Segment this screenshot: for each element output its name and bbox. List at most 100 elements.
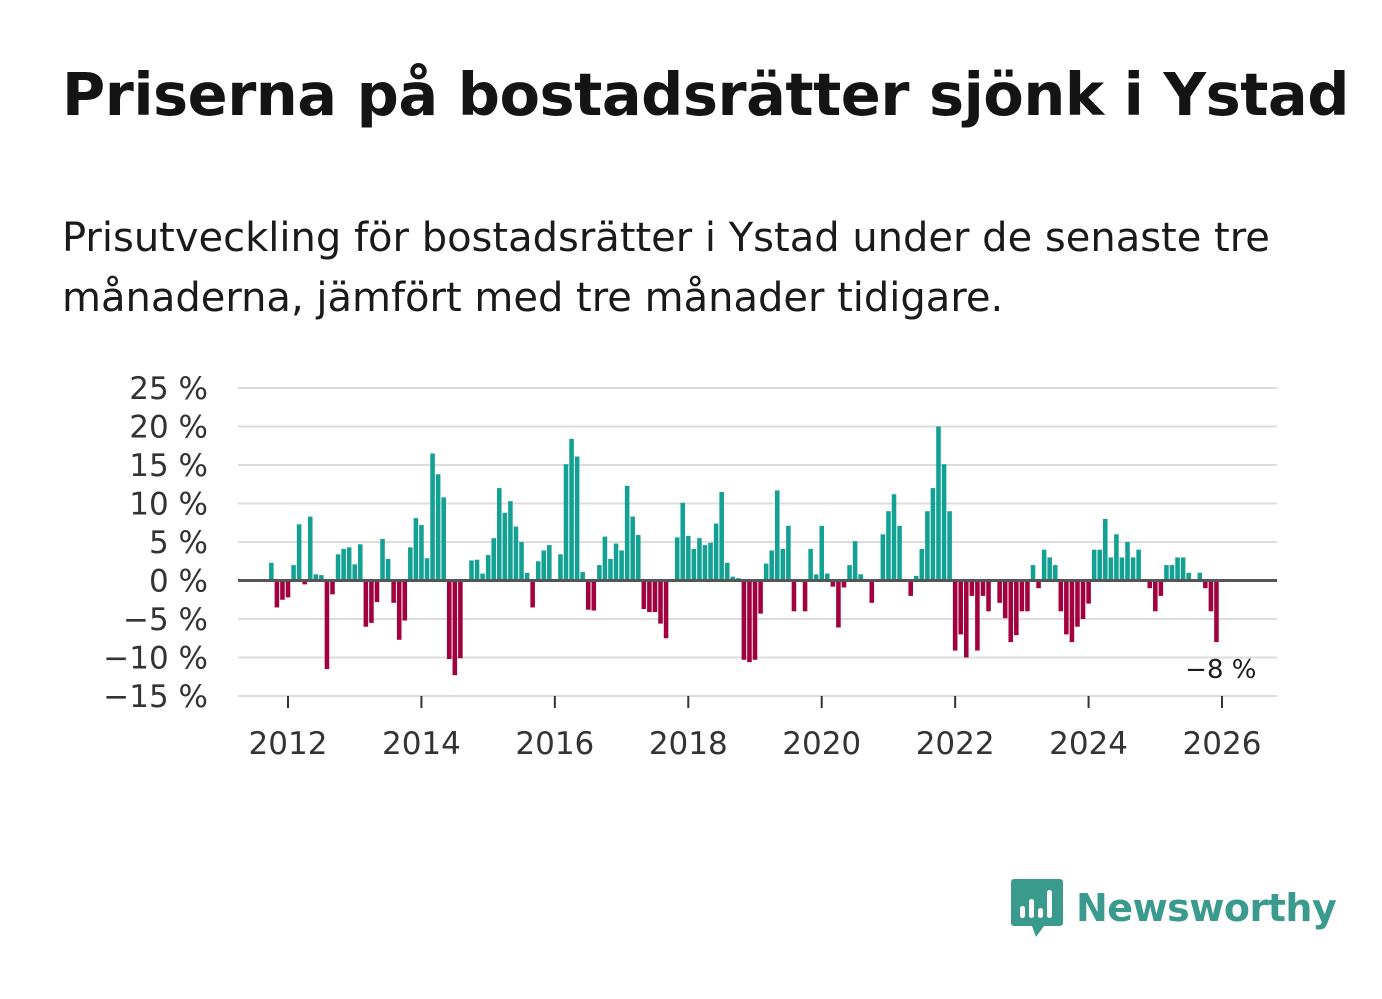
- bar: [1091, 549, 1097, 581]
- bar: [769, 550, 774, 581]
- gridlines: [238, 387, 1277, 697]
- bar: [747, 580, 752, 663]
- bar: [1175, 557, 1180, 581]
- bar: [763, 563, 769, 581]
- bar: [452, 580, 458, 676]
- bar: [919, 548, 925, 581]
- bar: [897, 525, 902, 581]
- bar: [1080, 580, 1086, 619]
- bar: [352, 564, 358, 581]
- bar: [563, 464, 569, 581]
- bar: [630, 516, 635, 581]
- bar: [307, 516, 313, 581]
- bar: [396, 580, 402, 640]
- bar: [930, 488, 936, 581]
- bar: [830, 580, 836, 587]
- bar: [302, 580, 307, 585]
- bar: [380, 538, 385, 581]
- bar: [986, 580, 991, 612]
- bar: [580, 572, 585, 581]
- bar: [813, 574, 819, 581]
- y-tick-label: 5 %: [149, 525, 208, 561]
- bar: [335, 554, 341, 581]
- bar: [458, 580, 463, 659]
- chart-title: Priserna på bostadsrätter sjönk i Ystad: [62, 60, 1349, 129]
- bar: [1002, 580, 1008, 619]
- bar: [1036, 580, 1041, 589]
- bar: [702, 545, 708, 581]
- bar: [964, 580, 969, 658]
- bar: [925, 511, 930, 581]
- x-tick-label: 2026: [1183, 726, 1262, 762]
- bar: [641, 580, 647, 609]
- y-axis-labels: 25 %20 %15 %10 %5 %0 %−5 %−10 %−15 %: [103, 371, 208, 715]
- bar: [1030, 565, 1036, 581]
- bar: [1008, 580, 1014, 643]
- bar: [1069, 580, 1075, 643]
- bar: [1158, 580, 1164, 596]
- brand-name: Newsworthy: [1076, 886, 1337, 930]
- bar: [730, 576, 736, 581]
- bar: [613, 543, 619, 581]
- bar: [419, 525, 424, 581]
- bar: [319, 575, 324, 581]
- bar: [908, 580, 913, 596]
- bar: [958, 580, 963, 635]
- bar: [547, 545, 552, 581]
- bar: [413, 518, 419, 581]
- bar: [346, 547, 352, 581]
- bar: [708, 542, 713, 581]
- bar: [697, 538, 702, 581]
- bar-chart-speech-bubble-icon: [1011, 879, 1063, 937]
- y-tick-label: 15 %: [129, 448, 208, 484]
- bar: [1075, 580, 1080, 627]
- bar: [597, 565, 602, 581]
- bar: [391, 580, 396, 603]
- bar: [369, 580, 374, 623]
- bar: [341, 548, 346, 581]
- bar: [508, 501, 513, 581]
- bar: [1214, 580, 1219, 643]
- bar: [1114, 534, 1119, 581]
- bar: [1130, 557, 1136, 581]
- bar: [497, 488, 502, 581]
- bar: [1136, 549, 1141, 581]
- bar: [969, 580, 975, 596]
- x-tick-label: 2016: [515, 726, 594, 762]
- y-tick-label: −15 %: [103, 679, 208, 715]
- bar: [1180, 557, 1186, 581]
- bar: [402, 580, 408, 621]
- bar: [480, 573, 485, 581]
- bar: [774, 490, 780, 581]
- bar: [513, 526, 519, 581]
- bar: [852, 541, 858, 581]
- bar: [358, 544, 363, 581]
- bars: [269, 426, 1219, 676]
- bar: [825, 573, 830, 581]
- annotations: −8 %: [1185, 655, 1256, 685]
- bar: [1102, 518, 1108, 581]
- bar: [858, 574, 863, 581]
- bar: [296, 524, 302, 581]
- y-tick-label: −10 %: [103, 641, 208, 677]
- bar: [936, 426, 941, 581]
- bar: [724, 562, 730, 581]
- bar: [975, 580, 980, 651]
- bar: [680, 502, 686, 581]
- bar: [535, 561, 541, 581]
- bar: [374, 580, 380, 603]
- bar: [424, 558, 430, 581]
- bar: [602, 536, 608, 581]
- bar: [591, 580, 597, 611]
- x-tick-label: 2024: [1049, 726, 1128, 762]
- bar: [469, 560, 474, 581]
- bar: [385, 558, 391, 581]
- x-tick-label: 2018: [649, 726, 728, 762]
- bar: [1203, 580, 1208, 589]
- bar: [519, 542, 524, 581]
- bar: [408, 547, 413, 581]
- bar: [1169, 565, 1175, 581]
- bar: [913, 575, 919, 581]
- bar: [808, 548, 813, 581]
- bar-chart: 25 %20 %15 %10 %5 %0 %−5 %−10 %−15 % 201…: [103, 371, 1277, 762]
